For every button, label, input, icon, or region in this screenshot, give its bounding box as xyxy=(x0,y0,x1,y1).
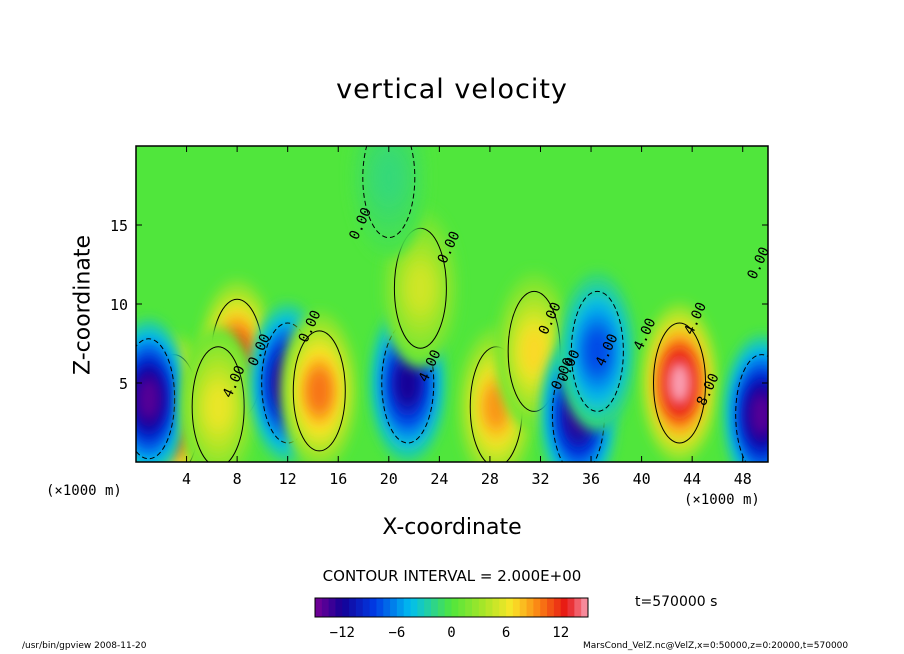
colorbar-bin-11 xyxy=(390,598,398,617)
velocity-cell-6-level-5 xyxy=(396,361,420,405)
x-tick-label-32: 32 xyxy=(531,470,549,488)
contour-line-5 xyxy=(292,330,346,452)
colorbar-bin-13 xyxy=(403,598,412,617)
colorbar-bin-26 xyxy=(492,598,500,617)
y-tick-label-15: 15 xyxy=(110,217,128,235)
colorbar-bin-37 xyxy=(567,598,575,617)
colorbar-bin-10 xyxy=(383,598,391,617)
colorbar-bin-25 xyxy=(485,598,493,617)
colorbar-tick-label--6: −6 xyxy=(388,625,405,641)
velocity-cell-11-level-5 xyxy=(668,361,691,405)
colorbar-bin-33 xyxy=(540,598,548,617)
x-tick-label-44: 44 xyxy=(683,470,701,488)
colorbar-bin-0 xyxy=(315,598,323,617)
colorbar-bin-5 xyxy=(349,598,357,617)
x-tick-label-28: 28 xyxy=(481,470,499,488)
footer-left: /usr/bin/gpview 2008-11-20 xyxy=(22,641,147,651)
colorbar-bin-8 xyxy=(369,598,377,617)
colorbar-bin-2 xyxy=(328,598,336,617)
colorbar-bin-9 xyxy=(376,598,384,617)
colorbar-bin-23 xyxy=(471,598,480,617)
x-tick-label-20: 20 xyxy=(380,470,398,488)
colorbar-bin-35 xyxy=(553,598,562,617)
colorbar-bin-29 xyxy=(512,598,521,617)
colorbar-bin-18 xyxy=(437,598,446,617)
colorbar-bin-32 xyxy=(533,598,541,617)
velocity-cell-8-level-5 xyxy=(522,329,546,374)
colorbar-tick-label-0: 0 xyxy=(447,625,455,641)
colorbar-bin-3 xyxy=(335,598,343,617)
contour-interval-label: CONTOUR INTERVAL = 2.000E+00 xyxy=(322,567,582,585)
colorbar-bin-7 xyxy=(362,598,371,617)
colorbar-bin-1 xyxy=(321,598,330,617)
colorbar-bin-39 xyxy=(581,598,589,617)
colorbar-bin-30 xyxy=(519,598,528,617)
colorbar-bin-27 xyxy=(499,598,507,617)
velocity-cell-14-level-5 xyxy=(377,155,401,200)
colorbar-tick-label-12: 12 xyxy=(552,625,569,641)
x-unit-left: (×1000 m) xyxy=(46,483,122,499)
colorbar-tick-label-6: 6 xyxy=(502,625,510,641)
colorbar-bin-31 xyxy=(526,598,534,617)
velocity-cell-3-level-5 xyxy=(206,385,230,429)
velocity-cell-10-level-5 xyxy=(586,329,609,374)
contour-line-14 xyxy=(362,146,416,239)
colorbar-bin-16 xyxy=(424,598,432,617)
x-tick-label-4: 4 xyxy=(182,470,191,488)
colorbar-bin-4 xyxy=(342,598,350,617)
colorbar-bin-12 xyxy=(396,598,405,617)
velocity-cell-1-level-5 xyxy=(137,377,160,421)
y-tick-label-5: 5 xyxy=(119,375,128,393)
colorbar-bin-28 xyxy=(506,598,514,617)
colorbar-bin-21 xyxy=(458,598,466,617)
colorbar-bin-22 xyxy=(465,598,473,617)
x-tick-label-16: 16 xyxy=(329,470,347,488)
colorbar-bin-6 xyxy=(355,598,364,617)
chart-title: vertical velocity xyxy=(336,74,568,105)
colorbar-bin-36 xyxy=(560,598,569,617)
velocity-cell-12-level-5 xyxy=(750,392,768,437)
time-label: t=570000 s xyxy=(635,594,718,610)
contour-line-1 xyxy=(136,338,176,460)
contour-line-13 xyxy=(393,227,447,349)
velocity-cell-7-level-5 xyxy=(484,385,508,429)
contour-line-12 xyxy=(735,354,768,462)
colorbar-bin-20 xyxy=(451,598,459,617)
x-tick-label-12: 12 xyxy=(279,470,297,488)
colorbar-bin-19 xyxy=(444,598,452,617)
contour-line-10 xyxy=(570,290,624,412)
colorbar-tick-label--12: −12 xyxy=(330,625,355,641)
x-tick-label-48: 48 xyxy=(734,470,752,488)
x-tick-label-8: 8 xyxy=(233,470,242,488)
contour-line-11 xyxy=(653,322,707,444)
colorbar-bin-14 xyxy=(410,598,418,617)
velocity-cell-13-level-5 xyxy=(409,266,432,310)
x-tick-label-24: 24 xyxy=(430,470,448,488)
x-tick-label-36: 36 xyxy=(582,470,600,488)
y-tick-label-10: 10 xyxy=(110,296,128,314)
colorbar-bin-34 xyxy=(547,598,555,617)
velocity-cell-5-level-5 xyxy=(307,369,331,413)
x-tick-label-40: 40 xyxy=(633,470,651,488)
footer-right: MarsCond_VelZ.nc@VelZ,x=0:50000,z=0:2000… xyxy=(583,641,849,651)
colorbar-frame xyxy=(314,597,589,618)
colorbar-bin-17 xyxy=(431,598,439,617)
contour-line-3 xyxy=(191,346,245,462)
colorbar-bin-24 xyxy=(478,598,487,617)
colorbar-bin-15 xyxy=(417,598,425,617)
x-axis-label: X-coordinate xyxy=(382,515,522,540)
colorbar-bin-38 xyxy=(574,598,582,617)
x-unit-right: (×1000 m) xyxy=(684,492,760,508)
